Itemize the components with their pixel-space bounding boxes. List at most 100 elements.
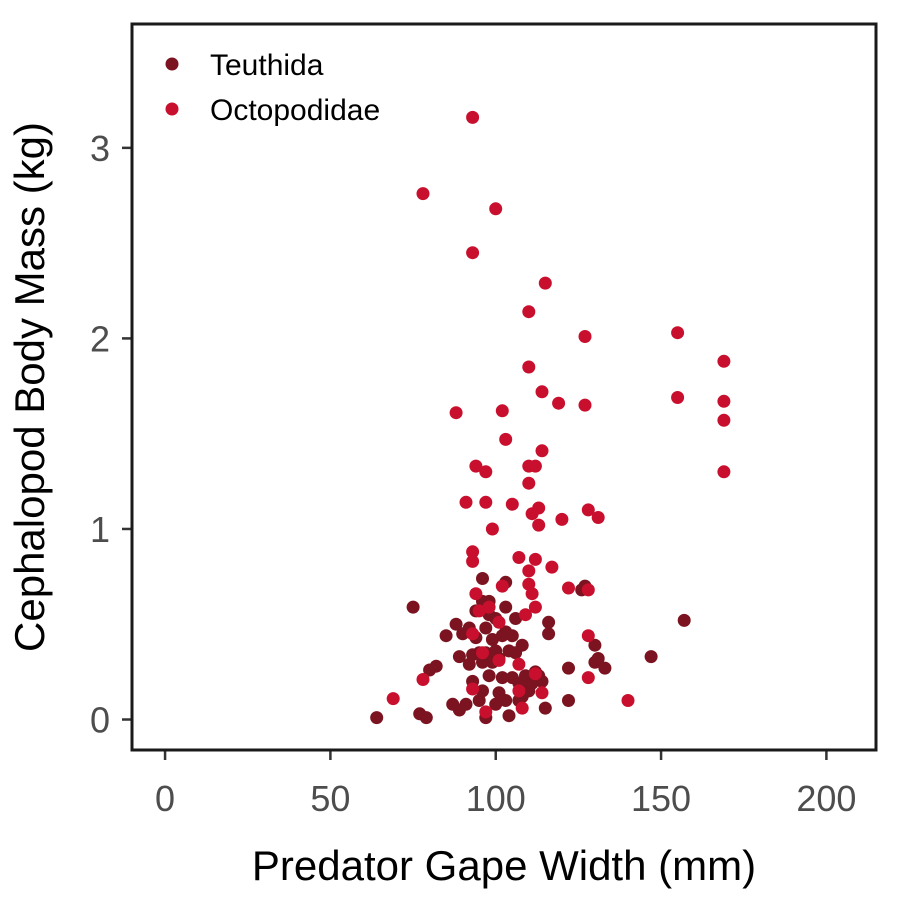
data-point [515,701,529,715]
x-tick-label: 150 [631,778,691,819]
data-point [466,627,480,641]
data-point [482,600,496,614]
y-tick-label: 2 [90,318,110,359]
data-point [535,686,549,700]
x-tick-label: 0 [155,778,175,819]
data-point [522,305,536,319]
data-point [522,360,536,374]
data-point [499,600,513,614]
legend-label: Teuthida [210,49,324,82]
data-point [482,669,496,683]
data-point [581,503,595,517]
data-point [492,653,506,667]
data-point [505,497,519,511]
data-point [677,613,691,627]
data-point [476,572,489,585]
data-point [522,476,536,490]
x-tick-label: 100 [466,778,526,819]
data-point [466,246,480,260]
data-point [578,398,592,412]
data-point [466,110,480,124]
data-point [479,495,493,509]
data-point [588,638,602,652]
data-point [717,394,731,408]
data-point [578,330,592,343]
legend-key [165,57,179,71]
data-point [466,682,480,696]
data-point [505,629,519,643]
x-tick-label: 200 [796,778,856,819]
data-point [416,673,430,686]
y-axis-title: Cephalopod Body Mass (kg) [6,122,53,652]
data-point [621,694,635,707]
data-point [562,661,575,675]
data-point [598,661,612,675]
data-point [538,276,552,290]
x-tick-label: 50 [310,778,350,819]
data-point [489,697,503,711]
data-point [717,354,731,368]
data-point [499,694,513,707]
data-point [495,671,509,685]
data-point [528,600,542,614]
data-point [466,545,480,559]
data-point [476,684,489,698]
data-point [502,709,516,723]
data-point [717,413,731,427]
data-point [386,692,400,706]
data-point [479,465,493,479]
data-point [485,633,499,646]
data-point [525,507,539,521]
data-point [416,187,430,201]
y-tick-label: 0 [90,700,110,741]
data-point [671,391,685,404]
y-tick-label: 3 [90,128,110,169]
data-point [591,511,605,524]
data-point [542,615,556,629]
data-point [581,629,595,643]
data-point [512,684,526,698]
data-point [717,465,731,479]
data-point [479,705,493,719]
data-point [522,564,536,578]
data-point [562,581,575,595]
data-point [489,202,503,216]
data-point [542,627,556,641]
data-point [439,629,453,643]
data-point [476,646,489,660]
data-point [581,583,595,597]
ticks-layer: 0 50 100 150 200 0 1 2 3 [90,128,856,819]
data-point [492,615,506,629]
data-point [519,608,532,622]
y-tick-label: 1 [90,509,110,550]
data-point [671,326,685,340]
data-point [538,701,552,715]
data-point [406,600,420,614]
data-point [528,667,542,681]
plot-panel-border [130,22,878,752]
data-point [449,406,463,420]
legend-key [165,102,179,116]
data-point [449,617,463,631]
x-axis-title: Predator Gape Width (mm) [252,842,756,889]
data-point [512,657,526,671]
data-point [555,512,569,526]
data-point [370,711,384,725]
data-point [532,518,546,532]
data-point [528,552,542,566]
data-point [495,404,509,418]
legend-label: Octopodidae [210,94,380,127]
legend: Teuthida Octopodidae [165,49,380,127]
data-point [459,697,473,711]
data-point [545,560,559,574]
data-point [419,711,433,725]
data-point [479,621,493,635]
data-point [528,459,542,473]
data-point [515,638,529,652]
data-point [562,694,575,707]
data-point [525,587,539,601]
points-layer [370,110,731,725]
data-point [466,554,480,568]
data-point [581,671,595,685]
